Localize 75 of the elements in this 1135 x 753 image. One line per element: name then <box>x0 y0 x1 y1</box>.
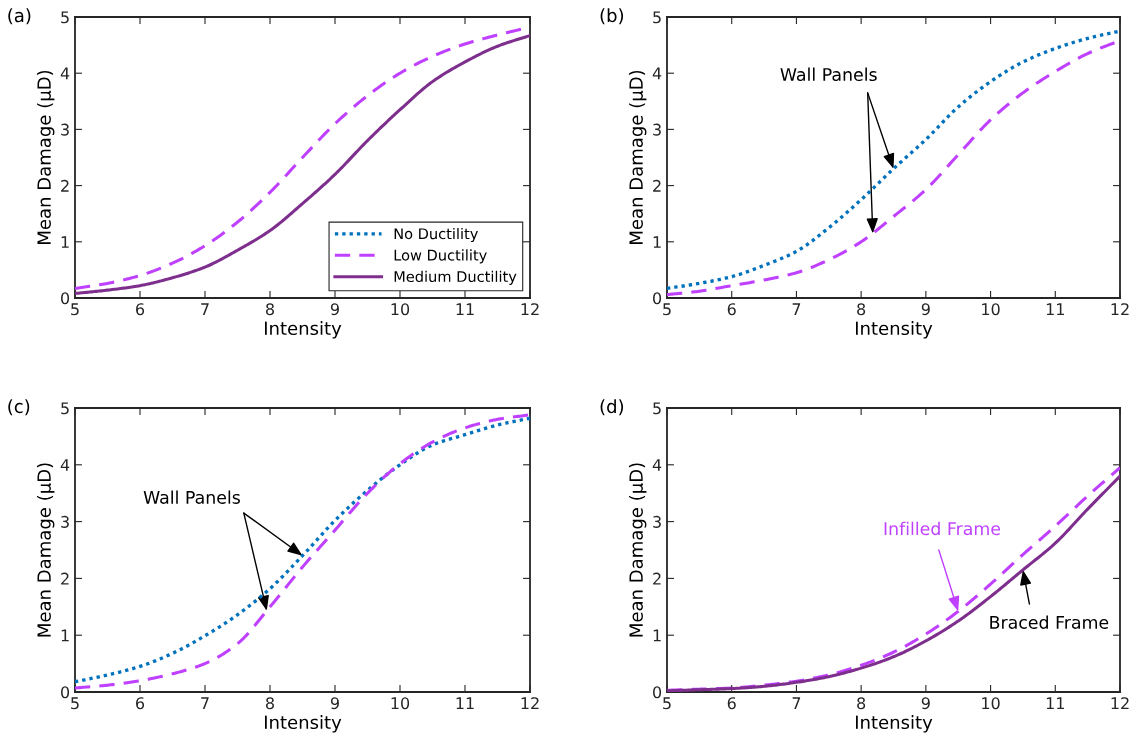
y-tick-label: 3 <box>61 123 69 136</box>
y-tick-label: 5 <box>653 402 661 415</box>
legend-label: No Ductility <box>394 227 478 243</box>
x-tick-label: 7 <box>201 303 209 315</box>
y-tick-label: 1 <box>653 629 661 642</box>
annotation: Wall Panels <box>143 490 240 504</box>
x-tick-label: 11 <box>1046 303 1064 315</box>
x-tick-label: 12 <box>521 303 539 315</box>
y-axis-title: Mean Damage (μD) <box>628 70 647 244</box>
x-tick-label: 5 <box>663 303 671 316</box>
chart-title: (c) <box>8 399 30 416</box>
x-tick-label: 9 <box>921 697 930 710</box>
y-tick-label: 3 <box>61 515 69 528</box>
x-tick-label: 6 <box>136 303 145 316</box>
y-axis-title: Mean Damage (μD) <box>36 463 55 637</box>
x-tick-label: 5 <box>71 697 79 710</box>
x-tick-label: 11 <box>456 303 474 315</box>
legend-label: Low Ductility <box>394 249 487 264</box>
y-tick-label: 0 <box>61 686 70 699</box>
y-tick-label: 0 <box>653 292 662 305</box>
x-tick-label: 8 <box>266 697 274 710</box>
x-tick-label: 11 <box>456 697 474 709</box>
y-tick-label: 1 <box>653 236 661 248</box>
annotation: Wall Panels <box>780 67 877 82</box>
y-tick-label: 4 <box>652 67 662 80</box>
legend-label: Medium Ductility <box>394 270 517 285</box>
y-tick-label: 5 <box>61 402 69 415</box>
y-tick-label: 4 <box>60 67 70 80</box>
x-tick-label: 8 <box>857 697 866 710</box>
x-tick-label: 9 <box>330 697 339 710</box>
x-tick-label: 11 <box>1046 697 1064 709</box>
y-tick-label: 2 <box>653 572 661 585</box>
x-tick-label: 9 <box>330 303 339 316</box>
y-tick-label: 1 <box>61 236 69 248</box>
x-tick-label: 7 <box>792 303 801 315</box>
chart-title: (b) <box>600 8 624 25</box>
x-tick-label: 7 <box>792 697 801 709</box>
x-tick-label: 5 <box>71 303 79 316</box>
x-tick-label: 12 <box>1111 303 1129 315</box>
y-tick-label: 5 <box>61 11 69 24</box>
x-tick-label: 8 <box>266 303 274 316</box>
x-tick-label: 10 <box>982 697 1000 710</box>
x-tick-label: 5 <box>663 697 671 710</box>
x-tick-label: 8 <box>857 303 866 316</box>
y-tick-label: 4 <box>60 459 70 471</box>
x-tick-label: 6 <box>136 697 145 710</box>
chart-title: (d) <box>600 399 624 416</box>
x-tick-label: 10 <box>391 303 410 316</box>
x-axis-title: Intensity <box>855 321 933 339</box>
y-tick-label: 0 <box>61 292 70 305</box>
y-tick-label: 5 <box>653 11 661 24</box>
y-tick-label: 2 <box>61 179 69 192</box>
y-tick-label: 3 <box>653 123 661 136</box>
x-tick-label: 6 <box>727 303 736 316</box>
annotation: Braced Frame <box>990 615 1109 629</box>
y-axis-title: Mean Damage (μD) <box>628 463 647 637</box>
y-tick-label: 4 <box>652 459 662 471</box>
y-tick-label: 2 <box>653 179 661 192</box>
x-tick-label: 12 <box>1111 697 1129 709</box>
x-tick-label: 10 <box>391 697 410 710</box>
x-tick-label: 9 <box>921 303 930 316</box>
chart-title: (a) <box>8 8 31 25</box>
x-axis-title: Intensity <box>855 715 933 733</box>
y-tick-label: 0 <box>653 686 662 699</box>
x-tick-label: 10 <box>982 303 1000 316</box>
y-tick-label: 1 <box>61 629 69 642</box>
x-tick-label: 12 <box>521 697 539 709</box>
y-tick-label: 2 <box>61 572 69 585</box>
x-axis-title: Intensity <box>264 715 342 733</box>
x-tick-label: 7 <box>201 697 209 709</box>
annotation: Infilled Frame <box>884 521 1001 536</box>
y-axis-title: Mean Damage (μD) <box>36 70 55 244</box>
x-tick-label: 6 <box>727 697 736 710</box>
x-axis-title: Intensity <box>264 321 342 339</box>
y-tick-label: 3 <box>653 515 661 528</box>
